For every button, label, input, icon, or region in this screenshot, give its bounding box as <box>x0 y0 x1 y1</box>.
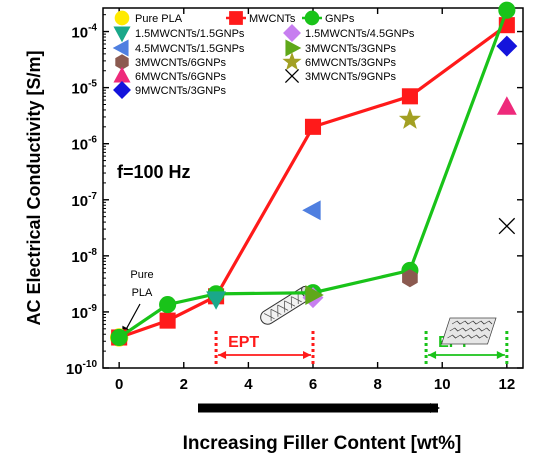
legend-label: 6MWCNTs/6GNPs <box>135 71 227 83</box>
data-point-mwcnts <box>401 88 418 105</box>
data-point-4-5mwcnts-1-5gnps <box>302 200 321 221</box>
x-tick-label: 12 <box>499 376 516 393</box>
legend-marker <box>112 39 129 57</box>
legend-item-3mwcnts-6gnps: 3MWCNTs/6GNPs <box>115 54 227 70</box>
legend-label: MWCNTs <box>249 13 296 25</box>
legend-marker <box>114 10 130 26</box>
legend-item-3mwcnts-3gnps: 3MWCNTs/3GNPs <box>285 39 397 57</box>
data-point-mwcnts <box>159 312 176 329</box>
x-tick-label: 8 <box>373 376 381 393</box>
ept-arrowheads <box>428 351 505 359</box>
data-point-1-5mwcnts-1-5gnps <box>206 291 227 310</box>
y-tick-label: 10-8 <box>71 247 97 266</box>
graphene-sheet-icon <box>441 317 497 345</box>
y-tick-label: 10-4 <box>71 23 97 42</box>
legend-item-pure-pla: Pure PLA <box>114 10 183 26</box>
legend-marker <box>285 39 302 57</box>
legend-marker <box>229 11 243 25</box>
legend-marker <box>113 66 131 83</box>
y-axis-title: AC Electrical Conductivity [S/m] <box>24 50 44 325</box>
y-tick-label: 10-7 <box>71 191 97 210</box>
legend-label: 4.5MWCNTs/1.5GNPs <box>135 43 245 55</box>
legend-marker <box>282 51 302 71</box>
legend-item-1-5mwcnts-1-5gnps: 1.5MWCNTs/1.5GNPs <box>113 26 245 43</box>
legend-label: 9MWCNTs/3GNPs <box>135 85 227 97</box>
legend-item-1-5mwcnts-4-5gnps: 1.5MWCNTs/4.5GNPs <box>283 24 415 42</box>
frequency-label: f=100 Hz <box>117 162 191 182</box>
pure-pla-label-line2: PLA <box>132 287 153 299</box>
data-point-gnps <box>159 296 177 314</box>
data-point-gnps <box>498 1 516 19</box>
legend-label: Pure PLA <box>135 13 183 25</box>
legend-label: 1.5MWCNTs/1.5GNPs <box>135 28 245 40</box>
legend-item-6mwcnts-3gnps: 6MWCNTs/3GNPs <box>282 51 397 71</box>
ept-mwcnt: EPT <box>214 331 315 367</box>
y-tick-label: 10-5 <box>71 79 97 98</box>
series-4-5mwcnts-1-5gnps <box>302 200 321 221</box>
data-point-gnps <box>110 328 128 347</box>
x-axis-title: Increasing Filler Content [wt%] <box>183 433 462 454</box>
x-tick-label: 0 <box>115 376 123 393</box>
series-line-mwcnts <box>118 23 508 340</box>
ept-label: EPT <box>228 334 259 351</box>
legend-marker <box>284 68 300 84</box>
y-tick-label: 10-6 <box>71 135 97 154</box>
legend-label: 3MWCNTs/6GNPs <box>135 57 227 69</box>
legend-item-4-5mwcnts-1-5gnps: 4.5MWCNTs/1.5GNPs <box>112 39 245 57</box>
series-6mwcnts-3gnps <box>398 107 421 129</box>
legend-item-mwcnts: MWCNTs <box>226 11 296 25</box>
y-tick-label: 10-9 <box>71 303 97 322</box>
series-3mwcnts-9gnps <box>498 217 516 235</box>
data-point-3mwcnts-9gnps <box>498 217 516 235</box>
data-point-6mwcnts-6gnps <box>496 96 517 115</box>
legend-marker <box>283 24 301 42</box>
y-tick-label: 10-10 <box>66 359 98 378</box>
data-point-3mwcnts-6gnps <box>402 269 418 288</box>
legend-item-9mwcnts-3gnps: 9MWCNTs/3GNPs <box>113 81 227 99</box>
series-1-5mwcnts-1-5gnps <box>206 291 227 310</box>
legend-item-6mwcnts-6gnps: 6MWCNTs/6GNPs <box>113 66 227 83</box>
series-3mwcnts-6gnps <box>402 269 418 288</box>
legend-marker <box>113 81 131 99</box>
legend-label: 6MWCNTs/3GNPs <box>305 57 397 69</box>
legend-item-3mwcnts-9gnps: 3MWCNTs/9GNPs <box>284 68 397 84</box>
pure-pla-label-line1: Pure <box>130 269 153 281</box>
series-9mwcnts-3gnps <box>496 35 518 57</box>
x-tick-label: 4 <box>244 376 253 393</box>
x-tick-label: 6 <box>309 376 317 393</box>
legend-label: 1.5MWCNTs/4.5GNPs <box>305 28 415 40</box>
series-line-gnps <box>118 9 509 339</box>
x-tick-label: 2 <box>180 376 188 393</box>
x-tick-label: 10 <box>434 376 451 393</box>
legend-marker <box>113 26 131 43</box>
data-point-6mwcnts-3gnps <box>398 107 421 129</box>
data-point-3mwcnts-3gnps <box>305 285 324 305</box>
axis-ticks: 0 2 4 6 8 10 12 10-10 10-9 10-8 10-7 10-6 10-5 10-4 <box>66 8 523 393</box>
legend-marker <box>304 10 320 26</box>
series-6mwcnts-6gnps <box>496 96 517 115</box>
data-point-mwcnts <box>304 118 322 135</box>
legend-item-gnps: GNPs <box>302 10 355 26</box>
series-layer <box>109 1 518 347</box>
legend-label: 3MWCNTs/9GNPs <box>305 71 397 83</box>
data-point-9mwcnts-3gnps <box>496 35 518 57</box>
legend: Pure PLA 1.5MWCNTs/1.5GNPs 4.5MWCNTs/1.5GN… <box>112 10 415 99</box>
legend-label: 3MWCNTs/3GNPs <box>305 43 397 55</box>
legend-label: GNPs <box>325 13 355 25</box>
series-3mwcnts-3gnps <box>305 285 324 305</box>
